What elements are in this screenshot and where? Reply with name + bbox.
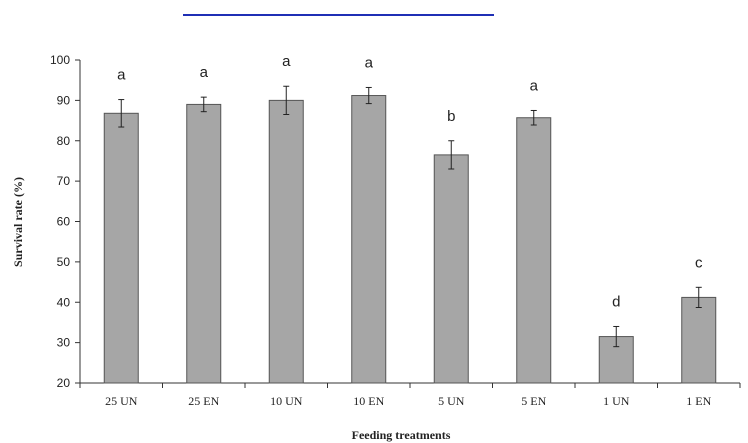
bar	[516, 117, 552, 384]
significance-letter: a	[117, 67, 126, 84]
y-tick-label: 80	[57, 134, 71, 148]
significance-letter: a	[365, 54, 374, 71]
x-axis-ticks: 25 UN 25 EN 10 UN 10 EN 5 UN 5 EN 1 UN 1 EN	[79, 383, 741, 408]
bars	[103, 95, 717, 384]
x-tick-label: 25 UN	[105, 394, 138, 408]
y-tick-label: 40	[57, 295, 71, 309]
x-tick-label: 10 UN	[270, 394, 303, 408]
x-tick-label: 1 UN	[603, 394, 630, 408]
significance-letter: c	[695, 254, 703, 271]
y-tick-label: 70	[57, 174, 71, 188]
x-axis-label: Feeding treatments	[352, 428, 451, 442]
significance-letter: a	[200, 64, 209, 81]
y-tick-label: 60	[57, 215, 71, 229]
y-tick-label: 30	[57, 336, 71, 350]
significance-letter: b	[447, 108, 455, 125]
x-tick-label: 10 EN	[353, 394, 384, 408]
bar	[186, 103, 222, 384]
y-tick-label: 90	[57, 93, 71, 107]
significance-letters: a a a a b a d c	[117, 53, 703, 310]
bar	[268, 99, 304, 384]
x-tick-label: 1 EN	[686, 394, 711, 408]
error-bars	[118, 85, 702, 348]
y-tick-label: 50	[57, 255, 71, 269]
y-tick-label: 100	[50, 53, 70, 67]
x-tick-label: 5 EN	[521, 394, 546, 408]
bar	[433, 154, 469, 384]
bar	[351, 95, 387, 384]
y-tick-label: 20	[57, 376, 71, 390]
axes	[79, 60, 740, 384]
bar	[681, 296, 717, 384]
bar	[103, 112, 139, 384]
significance-letter: a	[530, 77, 539, 94]
significance-letter: d	[612, 293, 620, 310]
y-axis-ticks: 20 30 40 50 60 70 80 90 100	[50, 53, 80, 390]
y-axis-label: Survival rate (%)	[11, 177, 25, 267]
significance-letter: a	[282, 53, 291, 70]
x-tick-label: 5 UN	[438, 394, 465, 408]
x-tick-label: 25 EN	[188, 394, 219, 408]
